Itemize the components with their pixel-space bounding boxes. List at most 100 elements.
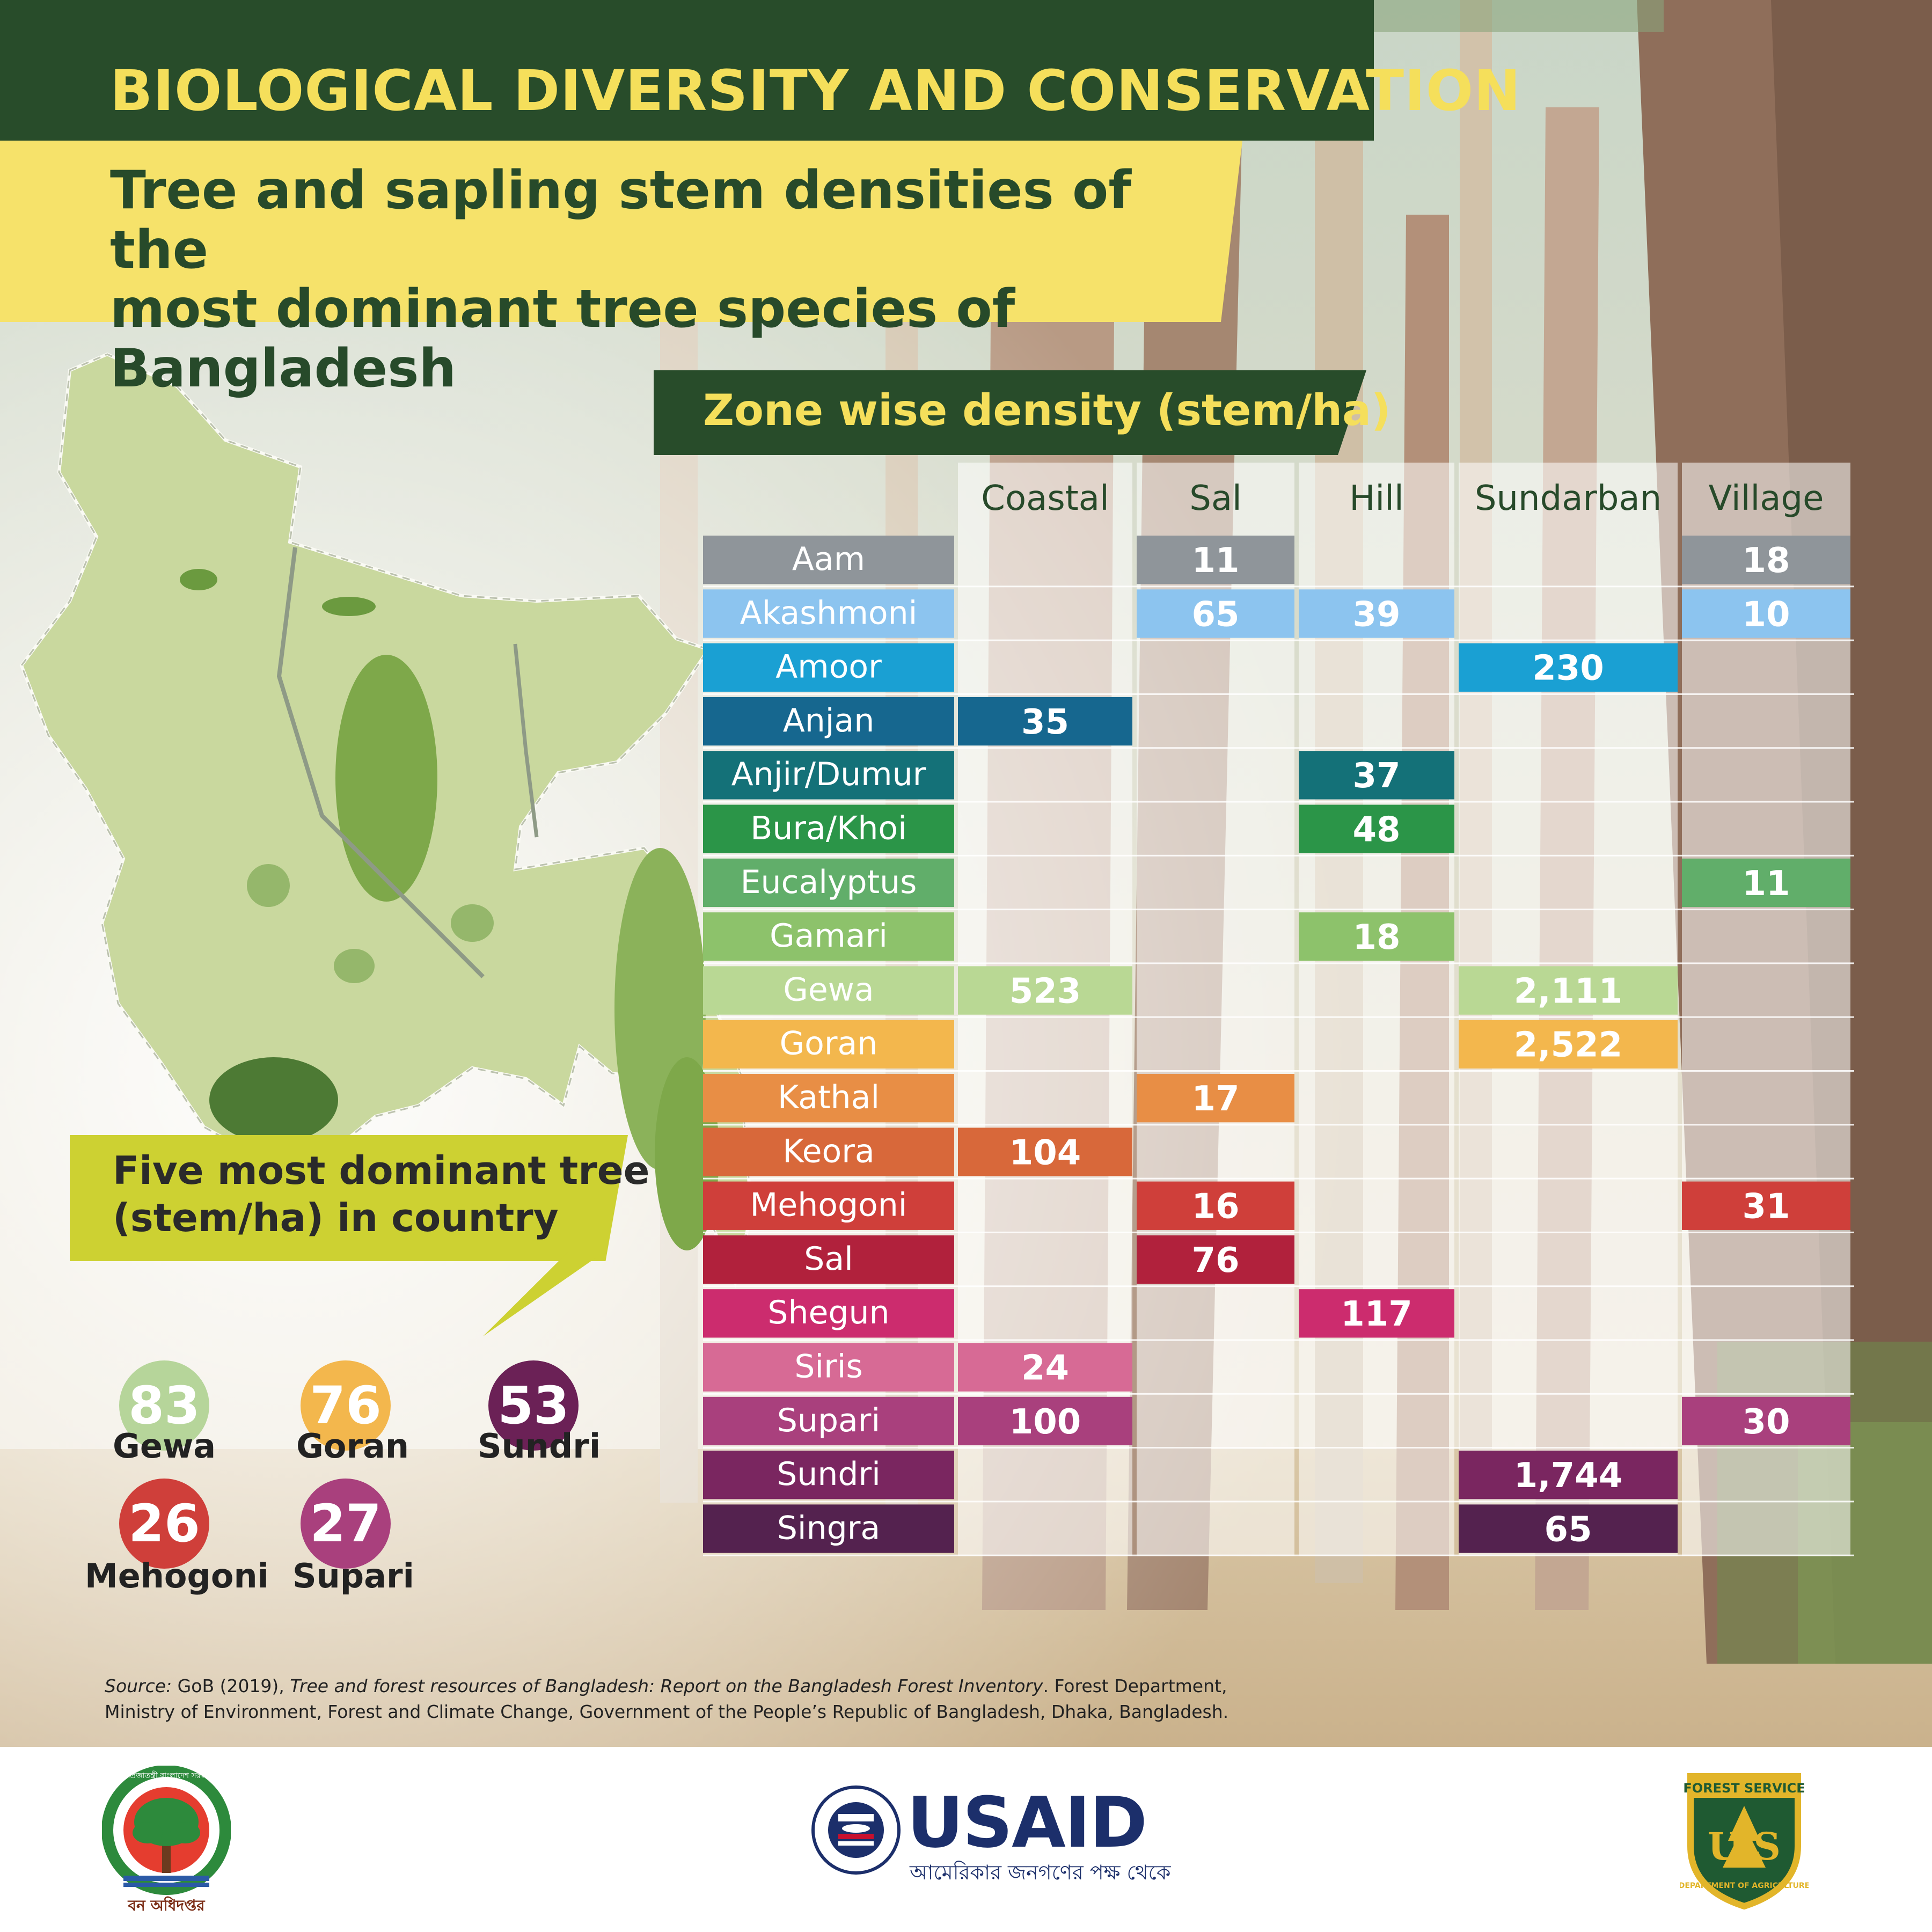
- source-publisher: . Forest Department,: [1043, 1675, 1227, 1696]
- species-label-bg: [703, 1235, 954, 1284]
- species-label: Supari: [777, 1402, 880, 1439]
- density-value: 37: [1352, 756, 1400, 796]
- dominant-species-name: Gewa: [113, 1426, 216, 1466]
- column-header: Hill: [1349, 479, 1403, 518]
- density-value: 1,744: [1514, 1456, 1622, 1496]
- density-value: 523: [1009, 971, 1081, 1011]
- density-cell-bg: [1682, 589, 1850, 638]
- column-background: [1299, 463, 1454, 1556]
- density-cell-bg: [1137, 536, 1294, 584]
- species-label-bg: [703, 589, 954, 638]
- row-divider: [703, 1447, 1854, 1449]
- dominant-value-badge: 26: [119, 1479, 209, 1569]
- species-label-bg: [703, 1128, 954, 1176]
- density-cell-bg: [1682, 858, 1850, 908]
- dominant-species-name: Goran: [296, 1426, 409, 1466]
- density-value: 35: [1021, 702, 1069, 742]
- density-value: 11: [1742, 864, 1790, 904]
- density-value: 18: [1352, 918, 1400, 957]
- bd-forest-label: বন অধিদপ্তর: [127, 1896, 206, 1914]
- species-label-bg: [703, 1181, 954, 1230]
- title-band: [0, 0, 1374, 141]
- row-divider: [703, 854, 1854, 857]
- density-value: 76: [1191, 1241, 1239, 1280]
- species-label: Gamari: [770, 917, 888, 955]
- density-cell-bg: [1299, 804, 1454, 853]
- species-label: Singra: [777, 1509, 880, 1547]
- source-label: Source:: [105, 1675, 172, 1696]
- species-label-bg: [703, 1396, 954, 1446]
- species-label: Sal: [804, 1240, 853, 1278]
- row-divider: [703, 801, 1854, 803]
- column-header: Village: [1709, 479, 1824, 518]
- source-line-2: Ministry of Environment, Forest and Clim…: [105, 1701, 1229, 1722]
- row-divider: [703, 1124, 1854, 1126]
- species-label: Keora: [782, 1132, 874, 1170]
- row-divider: [703, 1070, 1854, 1072]
- species-label: Goran: [780, 1025, 878, 1063]
- row-divider: [703, 1501, 1854, 1503]
- density-value: 65: [1544, 1510, 1592, 1549]
- density-value: 24: [1021, 1349, 1069, 1388]
- species-label: Bura/Khoi: [750, 810, 907, 847]
- source-note: Source: GoB (2019), Tree and forest reso…: [105, 1673, 1715, 1725]
- forest-service-top-text: FOREST SERVICE: [1683, 1781, 1805, 1796]
- species-label-bg: [703, 1504, 954, 1553]
- density-cell-bg: [1459, 643, 1678, 692]
- density-value: 17: [1191, 1079, 1239, 1119]
- row-divider: [703, 747, 1854, 749]
- density-cell-bg: [1299, 751, 1454, 800]
- species-label-bg: [703, 536, 954, 584]
- density-value: 2,522: [1514, 1026, 1622, 1065]
- density-cell-bg: [958, 697, 1132, 746]
- species-label-bg: [703, 643, 954, 692]
- density-value: 2,111: [1514, 971, 1622, 1011]
- density-cell-bg: [1682, 1181, 1850, 1230]
- row-divider: [703, 1177, 1854, 1180]
- density-cell-bg: [1459, 966, 1678, 1015]
- dominant-species-name: Mehogoni: [85, 1556, 269, 1596]
- density-cell-bg: [1299, 1289, 1454, 1338]
- forest-service-letters: U S: [1708, 1824, 1781, 1869]
- row-divider: [703, 1554, 1854, 1556]
- bd-forest-ring-text: গণপ্রজাতন্ত্রী বাংলাদেশ সরকার: [121, 1771, 212, 1780]
- usaid-seal: [811, 1785, 901, 1875]
- species-label: Akashmoni: [740, 594, 918, 632]
- usaid-wordmark: USAID: [907, 1782, 1147, 1863]
- density-value: 100: [1009, 1402, 1081, 1442]
- species-label: Kathal: [778, 1079, 880, 1116]
- density-cell-bg: [958, 1343, 1132, 1392]
- dominant-callout-band: [70, 1135, 628, 1261]
- species-label: Siris: [794, 1348, 862, 1386]
- dominant-title-line-1: Five most dominant tree: [113, 1148, 650, 1193]
- density-value: 18: [1742, 541, 1790, 581]
- dominant-value-badge: 53: [488, 1360, 579, 1451]
- dominant-callout-title: Five most dominant tree (stem/ha) in cou…: [113, 1147, 649, 1242]
- column-header: Sal: [1189, 479, 1242, 518]
- source-report-title: Tree and forest resources of Bangladesh:…: [290, 1675, 1043, 1696]
- row-divider: [703, 1016, 1854, 1018]
- species-label-bg: [703, 697, 954, 746]
- species-label-bg: [703, 804, 954, 853]
- density-value: 39: [1352, 595, 1400, 634]
- logo-strip: [0, 1747, 1932, 1932]
- species-label-bg: [703, 1343, 954, 1392]
- table-title: Zone wise density (stem/ha): [703, 385, 1391, 435]
- density-cell-bg: [1137, 1181, 1294, 1230]
- row-divider: [703, 1285, 1854, 1287]
- density-cell-bg: [1299, 912, 1454, 961]
- density-value: 16: [1191, 1187, 1239, 1227]
- dominant-title-line-2: (stem/ha) in country: [113, 1195, 559, 1240]
- density-cell-bg: [958, 1396, 1132, 1446]
- species-label: Eucalyptus: [741, 863, 917, 901]
- density-cell-bg: [1137, 589, 1294, 638]
- row-divider: [703, 962, 1854, 964]
- density-cell-bg: [958, 1128, 1132, 1176]
- species-label: Gewa: [783, 971, 874, 1008]
- dominant-species-name: Sundri: [478, 1426, 601, 1466]
- species-label: Shegun: [767, 1294, 889, 1331]
- density-value: 117: [1341, 1294, 1413, 1334]
- forest-service-bottom-text: DEPARTMENT OF AGRICULTURE: [1680, 1882, 1809, 1890]
- subtitle-line-2: most dominant tree species of Bangladesh: [110, 279, 1015, 400]
